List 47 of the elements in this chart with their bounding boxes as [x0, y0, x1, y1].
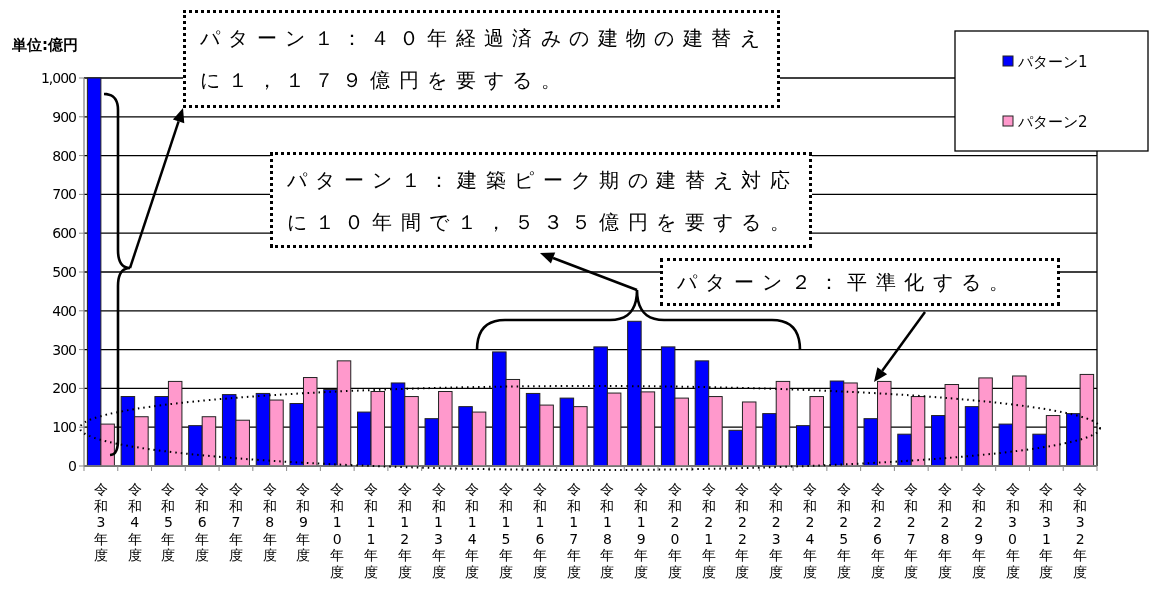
annotation: パターン２：平準化する。: [660, 258, 1060, 306]
annotation: パターン１：４０年経過済みの建物の建替えに１，１７９億円を要する。: [183, 10, 780, 108]
x-tick-label: 令和12年度: [397, 481, 412, 580]
y-tick-label: 100: [52, 419, 77, 436]
x-tick-label: 令和20年度: [667, 481, 682, 580]
x-tick-label: 令和31年度: [1039, 481, 1054, 580]
y-tick-label: 500: [52, 264, 77, 280]
y-tick-label: 900: [52, 108, 77, 125]
x-tick-label: 令和8年度: [262, 481, 277, 563]
x-tick-label: 令和32年度: [1073, 481, 1088, 580]
x-tick-label: 令和10年度: [330, 481, 345, 580]
x-tick-label: 令和28年度: [938, 481, 953, 580]
x-tick-label: 令和4年度: [127, 481, 142, 563]
legend-label: パターン1: [1017, 53, 1088, 71]
x-tick-label: 令和21年度: [701, 481, 716, 580]
x-tick-label: 令和26年度: [870, 481, 885, 580]
x-tick-label: 令和16年度: [532, 481, 547, 580]
x-tick-label: 令和13年度: [431, 481, 446, 580]
x-tick-label: 令和3年度: [93, 481, 108, 563]
y-axis-title: 単位:億円: [11, 36, 78, 54]
x-tick-label: 令和23年度: [769, 481, 784, 580]
x-tick-label: 令和5年度: [161, 481, 176, 563]
x-tick-label: 令和30年度: [1005, 481, 1020, 580]
x-tick-label: 令和15年度: [499, 481, 514, 580]
x-tick-label: 令和27年度: [904, 481, 919, 580]
y-tick-label: 400: [52, 302, 77, 319]
y-tick-label: 300: [52, 341, 77, 358]
x-tick-label: 令和6年度: [195, 481, 210, 563]
x-tick-label: 令和25年度: [836, 481, 851, 580]
y-tick-label: 700: [52, 186, 77, 203]
x-tick-label: 令和18年度: [600, 481, 615, 580]
x-tick-label: 令和7年度: [228, 481, 243, 563]
x-tick-label: 令和24年度: [802, 481, 817, 580]
x-tick-label: 令和29年度: [971, 481, 986, 580]
legend-label: パターン2: [1017, 113, 1088, 131]
x-tick-label: 令和22年度: [735, 481, 750, 580]
y-tick-label: 600: [52, 225, 77, 242]
x-tick-label: 令和17年度: [566, 481, 581, 580]
x-tick-label: 令和14年度: [465, 481, 480, 580]
x-tick-label: 令和11年度: [364, 481, 379, 580]
x-tick-label: 令和9年度: [296, 481, 311, 563]
y-tick-label: 800: [52, 147, 77, 164]
y-tick-label: 200: [52, 380, 77, 397]
annotation: パターン１：建築ピーク期の建替え対応に１０年間で１，５３５億円を要する。: [270, 152, 812, 248]
y-tick-label: 0: [68, 458, 77, 474]
y-tick-label: 1,000: [40, 70, 77, 86]
x-tick-label: 令和19年度: [634, 481, 649, 580]
